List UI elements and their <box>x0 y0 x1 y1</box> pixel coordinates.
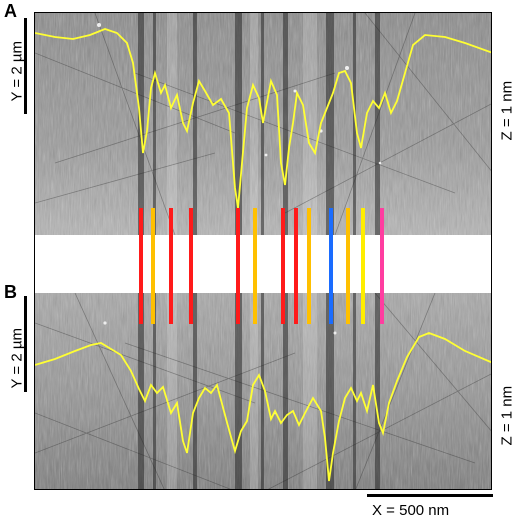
marker-bar <box>329 208 333 324</box>
panel-a-afm-image <box>35 13 491 235</box>
marker-lines <box>35 208 491 324</box>
marker-bar <box>380 208 384 324</box>
afm-figure-frame <box>34 12 492 490</box>
panel-b-letter: B <box>4 282 17 302</box>
panel-b-y-scale-label: Y = 2 µm <box>8 328 26 389</box>
panel-a-y-scale-bar <box>24 18 27 114</box>
marker-bar <box>236 208 240 324</box>
panel-a-y-scale-label: Y = 2 µm <box>8 41 26 102</box>
marker-bar <box>307 208 311 324</box>
panel-a-z-scale-label: Z = 1 nm <box>498 80 516 141</box>
panel-b-y-scale-bar <box>24 296 27 392</box>
marker-bar <box>139 208 143 324</box>
marker-bar <box>281 208 285 324</box>
marker-bar <box>361 208 365 324</box>
marker-bar <box>189 208 193 324</box>
panel-a-height-profile <box>35 28 491 209</box>
marker-bar <box>253 208 257 324</box>
x-scale-label: X = 500 nm <box>372 502 450 519</box>
white-separator-band <box>35 235 491 293</box>
panel-b-height-profile <box>35 332 491 482</box>
marker-bar <box>346 208 350 324</box>
panel-a-letter: A <box>4 1 17 21</box>
panel-b-afm-image <box>35 293 491 489</box>
marker-bar <box>151 208 155 324</box>
marker-bar <box>294 208 298 324</box>
marker-bar <box>169 208 173 324</box>
panel-b-z-scale-label: Z = 1 nm <box>498 385 516 446</box>
x-scale-bar <box>367 494 493 497</box>
